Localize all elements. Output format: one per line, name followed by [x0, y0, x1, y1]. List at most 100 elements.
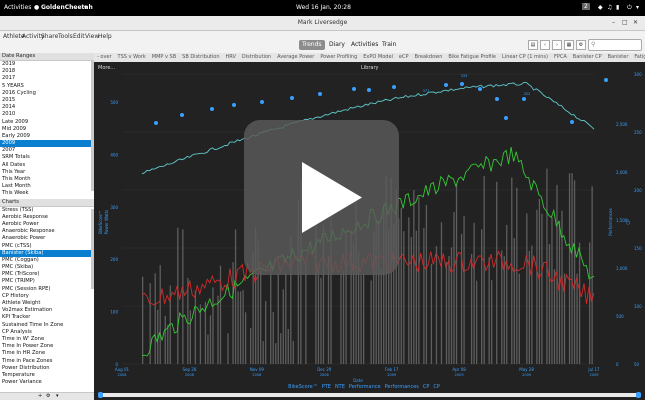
chart-tab[interactable]: Banister: [607, 54, 629, 60]
chart-tab[interactable]: Banister CP: [572, 54, 602, 60]
chart-list-item[interactable]: Power Distribution: [2, 364, 50, 371]
view-diary-button[interactable]: Diary: [329, 41, 345, 48]
chart-tab[interactable]: Bike Fatigue Profile: [448, 54, 497, 60]
activities-button[interactable]: Activities: [4, 4, 32, 11]
legend-item[interactable]: Performances: [384, 384, 419, 390]
chart-list-item[interactable]: PMC (TriScore): [2, 271, 40, 278]
chart-tab[interactable]: eCP: [398, 54, 409, 60]
date-range-item[interactable]: 2018: [2, 68, 16, 75]
view-activities-button[interactable]: Activities: [351, 41, 379, 48]
chart-tab[interactable]: Power Profiling: [320, 54, 358, 60]
chart-list-item[interactable]: Aerobic Response: [2, 213, 48, 220]
chart-list-item[interactable]: Power Variance: [2, 379, 42, 386]
date-range-scrollbar[interactable]: [91, 61, 94, 191]
chart-tab[interactable]: Average Power: [277, 54, 315, 60]
add-icon[interactable]: +: [38, 393, 43, 399]
app-menu-label[interactable]: GoldenCheetah: [41, 4, 93, 11]
chart-list-item[interactable]: Time in W' Zone: [2, 335, 45, 342]
date-range-item[interactable]: 2019: [2, 61, 16, 67]
menu-help[interactable]: Help: [98, 33, 112, 40]
chart-tab[interactable]: FPCA: [553, 54, 567, 60]
chart-list-item[interactable]: PMC (Skiba): [2, 264, 34, 271]
chart-list-item[interactable]: Sustained Time In Zone: [2, 321, 64, 328]
date-range-item[interactable]: 2016 Cycling: [2, 89, 36, 96]
chart-list-item[interactable]: Aerobic Power: [2, 220, 39, 227]
chart-list-item[interactable]: CP History: [2, 292, 29, 299]
slider-handle-left[interactable]: [98, 392, 103, 398]
chart-tab[interactable]: MMP v SB: [151, 54, 177, 60]
legend-item[interactable]: NTE: [334, 384, 345, 390]
date-range-item[interactable]: 2007: [2, 147, 16, 154]
back-icon[interactable]: ‹: [540, 40, 550, 50]
chart-tab[interactable]: - over: [97, 54, 112, 60]
date-range-item[interactable]: This Week: [2, 190, 29, 197]
date-range-item[interactable]: 2010: [2, 111, 16, 118]
chart-list-item[interactable]: PMC (TRIMP): [2, 278, 35, 285]
chart-list-item[interactable]: Banister (Skiba): [0, 249, 94, 257]
menu-edit[interactable]: Edit: [73, 33, 85, 40]
close-icon[interactable]: ✕: [633, 19, 639, 26]
maximize-icon[interactable]: □: [622, 19, 628, 26]
clock[interactable]: Wed 16 Jan, 20:28: [296, 4, 351, 11]
date-range-item[interactable]: This Year: [2, 168, 26, 175]
chart-tab[interactable]: Distribution: [241, 54, 272, 60]
chart-settings-icon[interactable]: ⚙: [576, 40, 586, 50]
date-range-item[interactable]: SRM Totals: [2, 154, 30, 161]
chart-list-item[interactable]: Time in Pace Zones: [2, 357, 53, 364]
menu-view[interactable]: View: [85, 33, 100, 40]
view-trends-button[interactable]: Trends: [299, 40, 325, 50]
legend-item[interactable]: CP: [422, 384, 430, 390]
chart-tab[interactable]: ExPO Model: [363, 54, 393, 60]
date-range-slider[interactable]: [98, 392, 641, 398]
chart-tab[interactable]: HRV: [225, 54, 236, 60]
chart-list-item[interactable]: Athlete Weight: [2, 300, 41, 306]
gear-icon[interactable]: ⚙: [46, 393, 51, 399]
menu-share[interactable]: Share: [41, 33, 59, 40]
chart-tab[interactable]: SB Distribution: [182, 54, 220, 60]
date-range-item[interactable]: 5 YEARS: [2, 82, 24, 89]
chart-tab[interactable]: Fatigue: [634, 54, 645, 60]
notification-badge[interactable]: 2: [582, 3, 590, 10]
legend-item[interactable]: BikeScore™: [288, 384, 318, 390]
chart-list-item[interactable]: Stress (TSS): [2, 206, 34, 213]
chart-list-item[interactable]: PMC (cTSS): [2, 242, 32, 249]
menu-tools[interactable]: Tools: [58, 33, 73, 40]
chart-list-item[interactable]: Anaerobic Response: [2, 228, 55, 235]
search-input[interactable]: ⚲: [588, 39, 642, 51]
date-range-item[interactable]: 2009: [0, 140, 94, 148]
chart-list-item[interactable]: Vo2max Estimation: [2, 307, 53, 314]
date-range-item[interactable]: Last Month: [2, 183, 31, 190]
date-range-item[interactable]: This Month: [2, 176, 31, 182]
chart-library-label[interactable]: Library: [361, 65, 379, 71]
chart-tab[interactable]: TSS v Work: [117, 54, 146, 60]
date-range-item[interactable]: Late 2009: [2, 118, 29, 125]
chart-list-item[interactable]: CP Analysis: [2, 328, 32, 335]
view-train-button[interactable]: Train: [382, 41, 397, 48]
menu-athlete[interactable]: Athlete: [3, 33, 25, 40]
date-range-item[interactable]: Mid 2009: [2, 125, 27, 132]
chart-list-scrollbar[interactable]: [91, 209, 94, 289]
date-range-item[interactable]: 2014: [2, 104, 16, 111]
date-range-item[interactable]: Early 2009: [2, 132, 30, 139]
legend-item[interactable]: PTE: [321, 384, 331, 390]
chevron-down-icon[interactable]: ▾: [56, 393, 59, 399]
legend-item[interactable]: CP: [433, 384, 440, 390]
sidebar-toggle-icon[interactable]: ▤: [528, 40, 538, 50]
power-icon[interactable]: ⏻: [627, 4, 632, 11]
chart-list-item[interactable]: KPI Tracker: [2, 314, 31, 321]
date-range-item[interactable]: 2017: [2, 75, 16, 82]
minimize-icon[interactable]: –: [612, 19, 615, 26]
chart-list-item[interactable]: Time In Power Zone: [2, 343, 54, 350]
chart-list-item[interactable]: PMC (Session RPE): [2, 285, 51, 292]
date-range-item[interactable]: 2015: [2, 96, 16, 103]
chart-tab[interactable]: Linear CP (1 mins): [502, 54, 548, 60]
chart-list-item[interactable]: Temperature: [2, 371, 35, 378]
video-play-button[interactable]: [244, 120, 399, 275]
legend-item[interactable]: Performance: [348, 384, 381, 390]
layout-icon[interactable]: ▦: [564, 40, 574, 50]
date-range-item[interactable]: All Dates: [2, 161, 26, 168]
forward-icon[interactable]: ›: [552, 40, 562, 50]
chart-list-item[interactable]: PMC (Coggan): [2, 256, 39, 263]
menu-activity[interactable]: Activity: [22, 33, 45, 40]
more-menu-button[interactable]: More...: [98, 65, 116, 71]
